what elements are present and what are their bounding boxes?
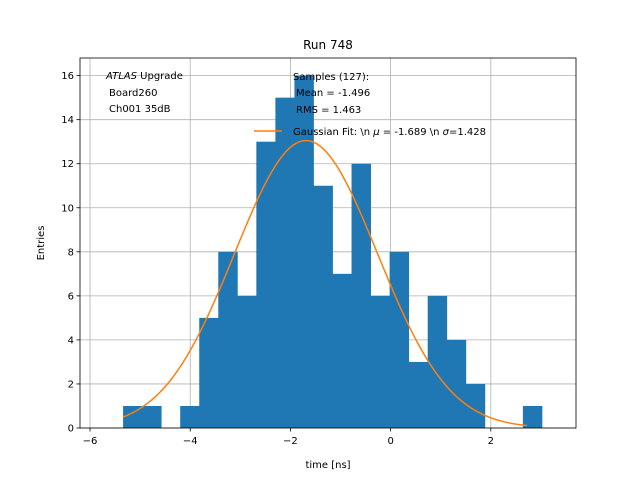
x-axis-label: time [ns] [305, 460, 350, 471]
atlas-annotation-line1: ATLAS Upgrade [105, 71, 183, 82]
y-tick-label: 0 [68, 424, 74, 435]
legend-mean: Mean = -1.496 [296, 88, 370, 99]
histogram-bar [294, 75, 314, 428]
histogram-bar [237, 295, 257, 428]
x-tick-label: −2 [283, 436, 298, 447]
y-tick-label: 10 [61, 203, 74, 214]
histogram-bar [427, 295, 448, 428]
x-tick-label: −4 [183, 436, 198, 447]
gaussian-fit [122, 139, 527, 427]
y-tick-label: 14 [61, 115, 74, 126]
y-tick-label: 2 [68, 379, 74, 390]
histogram-bar [199, 317, 219, 428]
legend-mu-text: = -1.689 \n [380, 127, 443, 138]
histogram-bar [123, 405, 143, 428]
histogram-bar [446, 339, 467, 428]
y-axis-label: Entries [36, 226, 47, 261]
y-tick-label: 16 [61, 71, 74, 82]
histogram-bar [275, 97, 295, 429]
y-tick-label: 8 [68, 247, 74, 258]
legend-samples: Samples (127): [293, 72, 369, 83]
histogram-bar [465, 383, 486, 428]
experiment-suffix: Upgrade [137, 71, 183, 82]
legend-mu-symbol: μ [372, 127, 379, 138]
experiment-name: ATLAS [105, 71, 138, 82]
x-tick-label: 0 [387, 436, 393, 447]
x-tick-label: −6 [83, 436, 98, 447]
legend-sigma-symbol: σ [443, 127, 450, 138]
legend-sigma-text: =1.428 [449, 127, 486, 138]
y-tick-label: 6 [68, 291, 74, 302]
histogram-bar [180, 405, 200, 428]
legend-fit-label: Gaussian Fit: \n μ = -1.689 \n σ=1.428 [293, 127, 486, 138]
histogram-bar [351, 163, 371, 428]
legend-rms: RMS = 1.463 [296, 105, 361, 116]
histogram-bar [332, 273, 352, 428]
axis-ticks: −6 −4 −2 0 2 0 2 4 6 8 10 12 14 16 [61, 71, 494, 447]
y-tick-label: 4 [68, 335, 74, 346]
x-tick-label: 2 [488, 436, 494, 447]
histogram-bar [408, 361, 429, 428]
legend-fit-prefix: Gaussian Fit: \n [293, 127, 373, 138]
board-annotation: Board260 [109, 88, 157, 99]
histogram-bar [370, 295, 391, 428]
chart-title: Run 748 [303, 38, 353, 52]
gaussian-fit-curve [122, 139, 527, 427]
histogram-bar [313, 185, 333, 428]
histogram-bars [123, 75, 543, 429]
histogram-bar [218, 251, 238, 428]
histogram-bar [142, 405, 162, 428]
y-tick-label: 12 [61, 159, 74, 170]
legend: Samples (127): Mean = -1.496 RMS = 1.463… [254, 72, 486, 138]
histogram-bar [256, 141, 276, 428]
channel-annotation: Ch001 35dB [109, 104, 171, 115]
histogram-bar [522, 405, 543, 428]
plot-frame [79, 57, 577, 429]
histogram-bar [389, 251, 410, 428]
